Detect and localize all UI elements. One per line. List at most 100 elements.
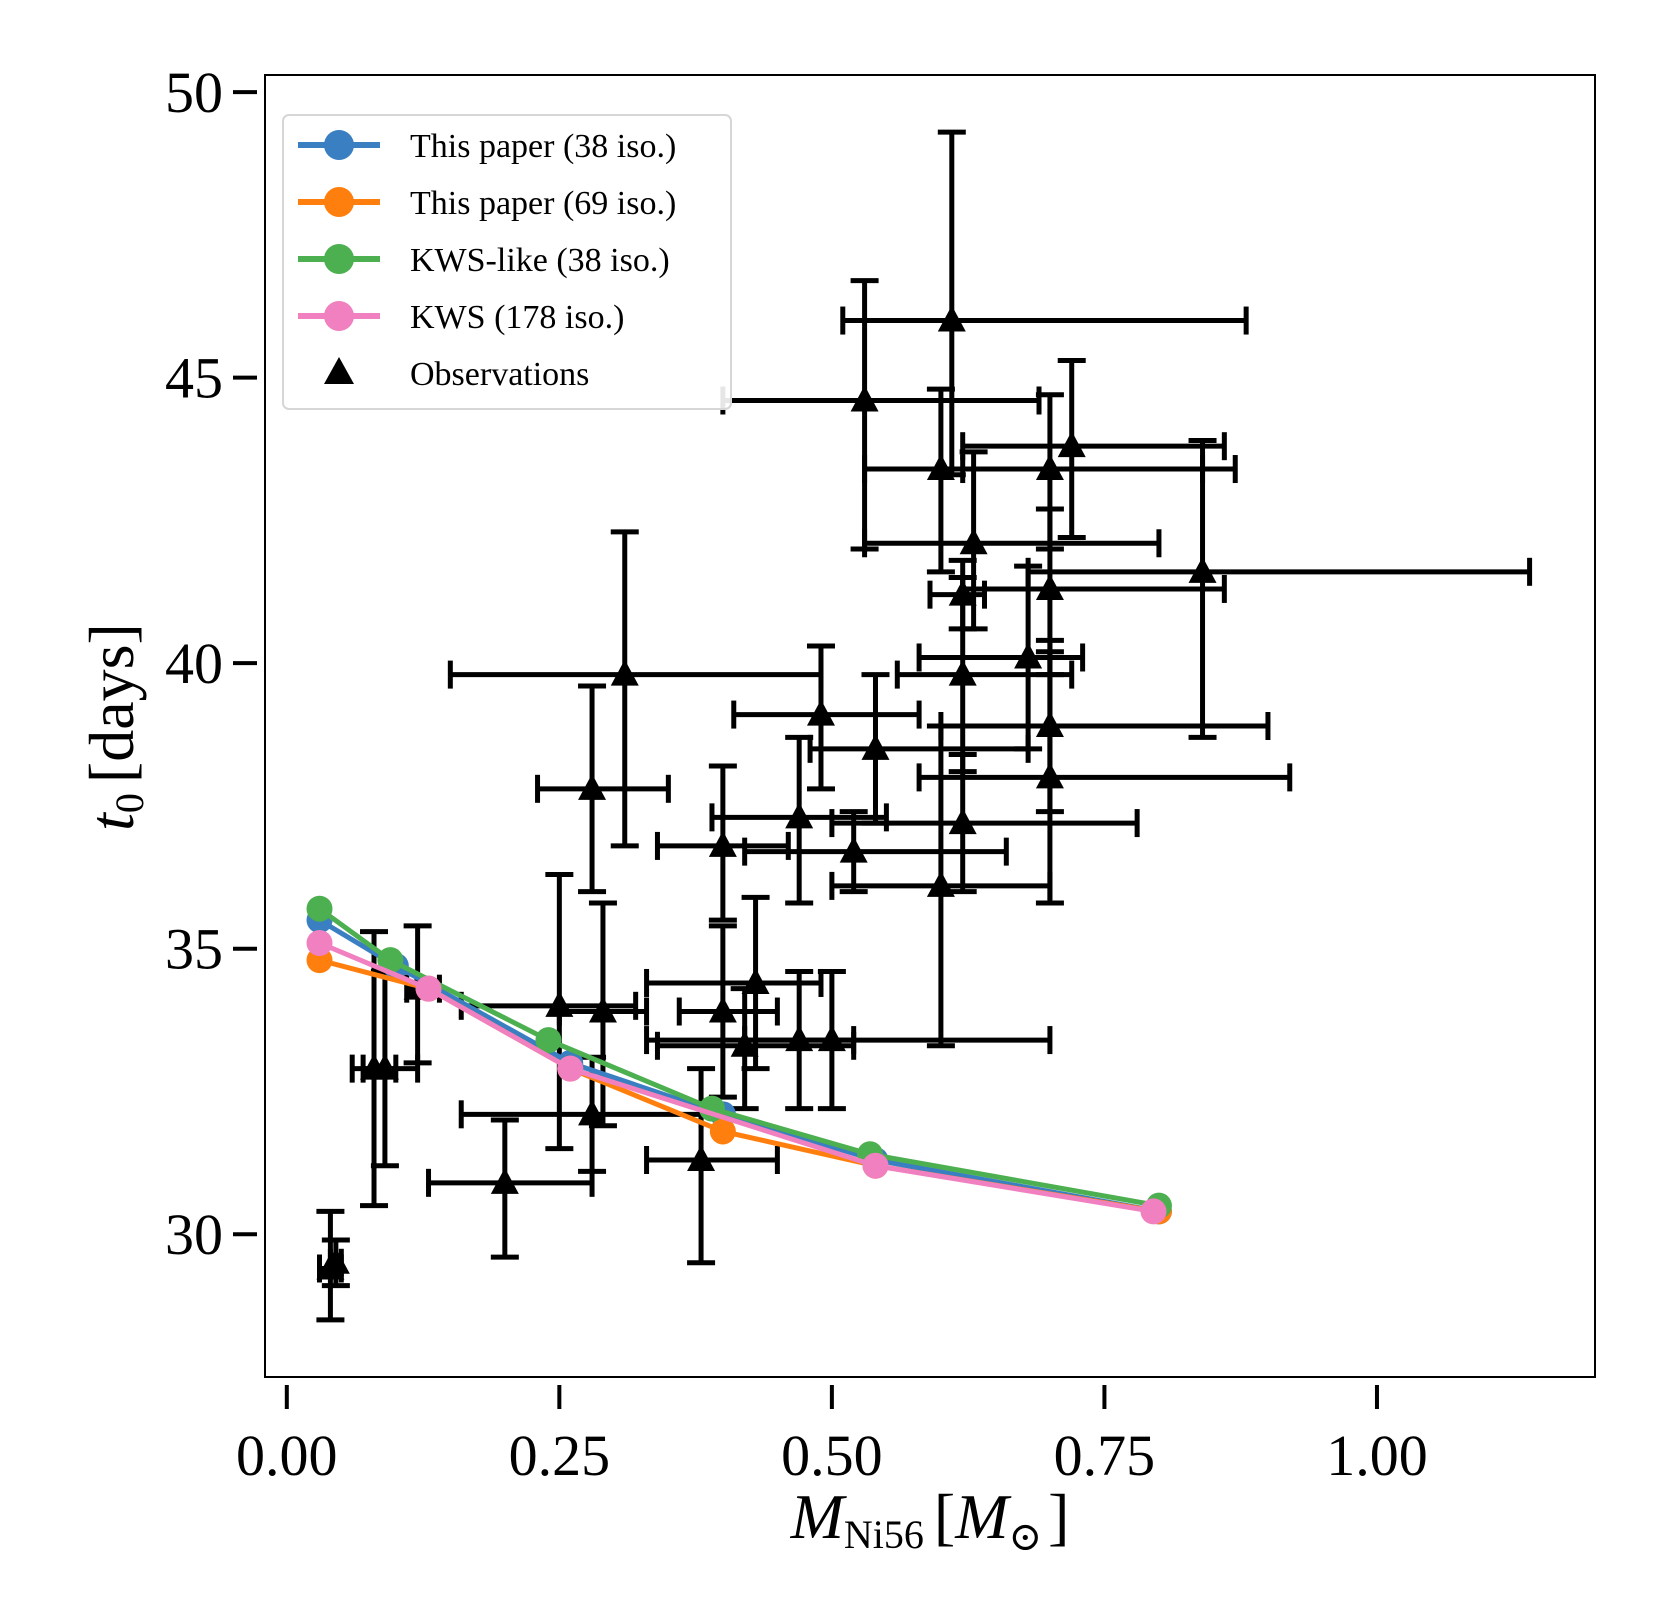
series-2-point-1 (377, 947, 404, 974)
obs-marker-5 (959, 528, 988, 555)
legend-entry-kws-178: KWS (178 iso.) (298, 299, 624, 336)
obs-marker-25 (708, 996, 737, 1023)
legend-label-this-paper-38: This paper (410, 128, 555, 165)
legend-label-observations: Observations (410, 356, 589, 393)
legend-entry-kws-like-38: KWS-like (38 iso.) (298, 242, 670, 279)
x-tick-label-2: 0.50 (781, 1423, 883, 1488)
series-3-point-0 (306, 930, 333, 956)
legend-paren-this-paper-69: (69 iso.) (563, 185, 676, 222)
legend: This paper (38 iso.) This paper (69 iso.… (282, 114, 732, 410)
obs-marker-10 (948, 659, 977, 686)
observation-2 (960, 358, 1227, 541)
obs-marker-28 (817, 1025, 846, 1052)
series-1-point-3 (709, 1118, 736, 1145)
obs-marker-34 (687, 1145, 716, 1171)
series-layer (306, 895, 1172, 1225)
legend-label-kws-178: KWS (410, 299, 486, 336)
legend-paren-this-paper-38: (38 iso.) (563, 128, 676, 165)
legend-marker-kws-like-38 (324, 244, 354, 274)
observation-16 (916, 649, 1293, 906)
svg-text:This paper (38 iso.): This paper (38 iso.) (410, 128, 676, 165)
obs-marker-2 (1057, 431, 1086, 458)
observation-14 (807, 672, 1031, 826)
x-label-unit-sub: ⊙ (1009, 1514, 1043, 1559)
observation-18 (829, 752, 1140, 895)
observation-33 (426, 1117, 595, 1260)
obs-marker-17 (785, 802, 814, 829)
observation-17 (709, 734, 889, 906)
obs-marker-15 (578, 773, 607, 800)
observation-36 (321, 1237, 350, 1289)
x-label-sub: Ni56 (844, 1512, 924, 1557)
plot-frame (264, 74, 1596, 1378)
x-tick-label-1: 0.25 (509, 1423, 611, 1488)
legend-box (282, 114, 732, 410)
legend-paren-kws-178: (178 iso.) (494, 299, 624, 336)
legend-entry-observations: Observations (324, 356, 589, 393)
obs-marker-9 (610, 659, 639, 686)
legend-label-this-paper-69: This paper (410, 185, 555, 222)
y-tick-label-2: 40 (165, 631, 223, 696)
series-2 (306, 895, 1172, 1219)
obs-marker-12 (806, 699, 835, 726)
observation-24 (556, 900, 650, 1129)
y-label-unit: [days] (76, 623, 147, 783)
observation-12 (731, 643, 922, 792)
legend-label-kws-like-38: KWS-like (410, 242, 548, 279)
obs-marker-16 (1035, 762, 1064, 789)
obs-marker-33 (490, 1167, 519, 1194)
observation-11 (916, 563, 1086, 752)
series-line-2 (318, 906, 1160, 1209)
legend-marker-observations (324, 357, 354, 384)
legend-entry-this-paper-38: This paper (38 iso.) (298, 128, 676, 165)
obs-marker-14 (861, 733, 890, 760)
observation-4 (960, 392, 1206, 552)
y-axis-label: t0 [days] (76, 623, 152, 831)
observation-13 (938, 637, 1271, 815)
obs-marker-32 (578, 1099, 607, 1126)
series-3-point-3 (862, 1152, 889, 1179)
y-tick-label-0: 30 (165, 1202, 223, 1267)
x-axis: 0.00 0.25 0.50 0.75 1.00 (236, 1385, 1428, 1488)
obs-marker-30 (360, 1053, 389, 1080)
legend-marker-this-paper-69 (324, 187, 354, 217)
series-3-point-2 (557, 1055, 584, 1082)
obs-marker-19 (708, 830, 737, 857)
observation-7 (960, 506, 1227, 678)
obs-marker-18 (948, 808, 977, 835)
obs-marker-3 (926, 454, 955, 481)
observation-20 (742, 809, 1009, 895)
y-tick-label-1: 35 (165, 917, 223, 982)
observations-layer (316, 129, 1533, 1323)
x-label-unit: M (954, 1481, 1012, 1552)
series-line-0 (318, 918, 1160, 1214)
svg-text:KWS (178 iso.): KWS (178 iso.) (410, 299, 624, 336)
series-2-point-2 (535, 1027, 562, 1054)
observation-34 (644, 1066, 780, 1266)
svg-text:KWS-like (38 iso.): KWS-like (38 iso.) (410, 242, 670, 279)
observation-0 (840, 129, 1249, 478)
x-tick-label-4: 1.00 (1326, 1423, 1428, 1488)
obs-marker-1 (850, 385, 879, 412)
y-axis: 30 35 40 45 50 (165, 60, 257, 1267)
observation-10 (894, 575, 1075, 775)
x-tick-label-0: 0.00 (236, 1423, 338, 1488)
series-3-point-4 (1140, 1198, 1167, 1225)
observation-30 (349, 929, 399, 1209)
series-0 (306, 907, 1172, 1225)
series-3-point-1 (415, 975, 442, 1002)
x-label-main: M (790, 1481, 848, 1552)
legend-entry-this-paper-69: This paper (69 iso.) (298, 185, 676, 222)
obs-marker-4 (1035, 454, 1064, 481)
observation-28 (644, 969, 1053, 1112)
observation-9 (447, 529, 824, 849)
svg-text:This paper (69 iso.): This paper (69 iso.) (410, 185, 676, 222)
obs-marker-7 (1035, 573, 1064, 600)
x-axis-label: MNi56 [M⊙] (790, 1481, 1070, 1559)
legend-marker-this-paper-38 (324, 130, 354, 160)
observation-25 (676, 923, 780, 1100)
y-label-sub: 0 (107, 793, 152, 813)
obs-marker-20 (839, 836, 868, 863)
observation-21 (829, 723, 1053, 1049)
